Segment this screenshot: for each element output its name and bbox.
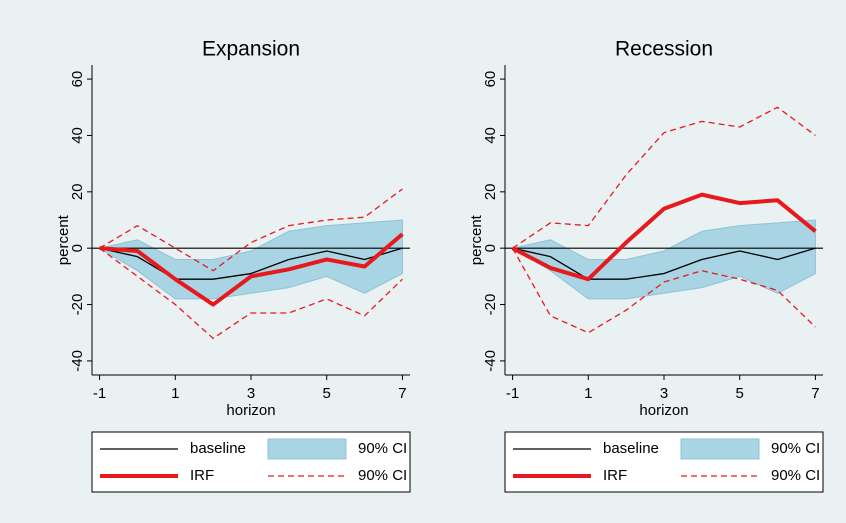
- x-axis-label: horizon: [639, 402, 688, 419]
- panel-title: Expansion: [202, 38, 300, 61]
- y-axis-label: percent: [55, 214, 72, 265]
- legend-label: 90% CI: [771, 440, 820, 457]
- ci-upper-line: [99, 188, 403, 272]
- y-tick-label: 0: [69, 244, 86, 252]
- irf-line: [511, 192, 817, 282]
- x-tick-label: 5: [736, 385, 744, 402]
- y-tick-label: -20: [69, 294, 86, 316]
- irf-line: [99, 232, 404, 307]
- y-tick-label: 20: [69, 183, 86, 200]
- legend-label: baseline: [190, 440, 246, 457]
- baseline-line: [512, 247, 816, 280]
- x-tick-label: 5: [323, 385, 331, 402]
- y-tick-label: 0: [482, 244, 499, 252]
- legend-label: baseline: [603, 440, 659, 457]
- x-axis-label: horizon: [226, 402, 275, 419]
- legend-box: [504, 431, 824, 493]
- x-tick-label: 3: [247, 385, 255, 402]
- y-tick-label: -20: [482, 294, 499, 316]
- y-tick-label: -40: [482, 350, 499, 372]
- ci-lower-line: [99, 247, 403, 340]
- y-tick-label: 60: [69, 71, 86, 88]
- legend-swatch: [680, 438, 760, 460]
- y-tick-label: 20: [482, 183, 499, 200]
- panel-title: Recession: [615, 38, 713, 61]
- legend-label: IRF: [190, 467, 214, 484]
- legend-swatch: [267, 438, 347, 460]
- x-tick-label: 3: [660, 385, 668, 402]
- baseline-line: [99, 247, 403, 280]
- y-tick-label: 60: [482, 71, 499, 88]
- x-tick-label: -1: [506, 385, 519, 402]
- y-axis-label: percent: [468, 214, 485, 265]
- ci-upper-line: [512, 106, 816, 249]
- legend-label: 90% CI: [358, 467, 407, 484]
- x-tick-label: 7: [398, 385, 406, 402]
- y-tick-label: 40: [482, 127, 499, 144]
- x-tick-label: -1: [93, 385, 106, 402]
- y-tick-label: 40: [69, 127, 86, 144]
- legend-box: [91, 431, 411, 493]
- legend-label: IRF: [603, 467, 627, 484]
- x-tick-label: 1: [584, 385, 592, 402]
- ci-band: [511, 219, 816, 300]
- x-tick-label: 1: [171, 385, 179, 402]
- ci-lower-line: [512, 247, 816, 334]
- ci-band: [98, 219, 403, 300]
- x-tick-label: 7: [811, 385, 819, 402]
- legend-label: 90% CI: [358, 440, 407, 457]
- y-tick-label: -40: [69, 350, 86, 372]
- legend-label: 90% CI: [771, 467, 820, 484]
